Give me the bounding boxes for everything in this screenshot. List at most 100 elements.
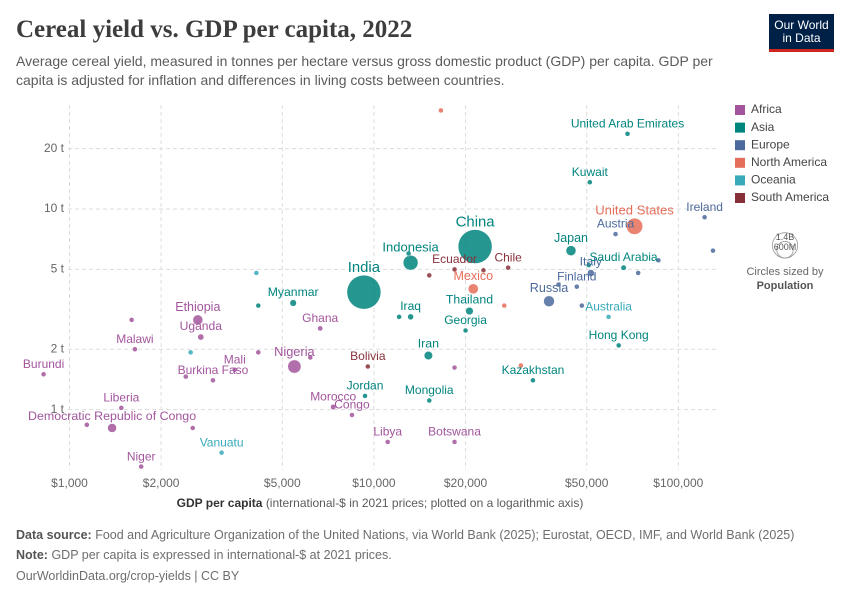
data-point [187, 349, 194, 356]
data-point [565, 245, 577, 256]
data-point [255, 349, 262, 356]
data-point [189, 425, 196, 431]
x-tick-label: $20,000 [444, 476, 488, 490]
data-point [574, 283, 580, 290]
point-label: Iraq [400, 299, 421, 313]
data-point [402, 254, 419, 271]
legend-label: South America [751, 190, 829, 204]
data-point [626, 217, 644, 235]
point-label: Congo [334, 398, 370, 412]
size-legend-title: Circles sized by [746, 266, 824, 278]
point-label: Malawi [116, 332, 153, 346]
point-label: Mali [224, 352, 246, 366]
point-label: Ecuador [432, 252, 477, 266]
x-axis-title: GDP per capita [176, 496, 263, 510]
data-point [107, 423, 117, 433]
size-legend-label: 600M [774, 242, 797, 252]
source-label: Data source: [16, 528, 92, 542]
legend-swatch [735, 105, 745, 115]
y-tick-label: 1 t [51, 402, 65, 416]
data-point [620, 264, 627, 271]
x-tick-label: $50,000 [565, 476, 609, 490]
point-label: Ireland [686, 200, 723, 214]
data-point [218, 449, 225, 456]
point-label: Liberia [103, 391, 139, 405]
point-label: Indonesia [382, 240, 439, 255]
data-point [586, 262, 592, 268]
note-label: Note: [16, 548, 48, 562]
point-label: Japan [554, 231, 588, 245]
point-label: Kuwait [572, 165, 609, 179]
logo[interactable]: Our World in Data [769, 14, 834, 52]
data-point [710, 247, 716, 254]
y-tick-label: 5 t [51, 262, 65, 276]
data-point [451, 439, 458, 445]
data-point [587, 269, 595, 277]
data-point [349, 412, 355, 418]
data-point [255, 302, 262, 309]
data-point [192, 314, 204, 326]
size-legend-variable: Population [757, 280, 814, 292]
legend-label: Europe [751, 137, 790, 151]
data-point [615, 342, 622, 349]
point-label: India [348, 260, 381, 276]
data-point [462, 327, 469, 334]
data-point [465, 306, 474, 316]
data-point [40, 371, 47, 378]
x-tick-label: $5,000 [264, 476, 301, 490]
point-label: China [456, 214, 496, 230]
point-label: Hong Kong [589, 328, 649, 342]
data-point [346, 274, 382, 310]
legend-swatch [735, 140, 745, 151]
legend-label: Oceania [751, 173, 796, 187]
data-point [396, 314, 402, 320]
point-label: Thailand [446, 292, 493, 306]
note: Note: GDP per capita is expressed in int… [16, 548, 392, 562]
data-point [426, 272, 433, 279]
data-point [407, 313, 414, 321]
data-point [362, 393, 368, 399]
point-label: Saudi Arabia [590, 250, 658, 264]
source: Data source: Food and Agriculture Organi… [16, 528, 794, 542]
data-point [128, 317, 135, 323]
data-point [426, 397, 433, 404]
size-legend-circle [776, 241, 794, 259]
data-point [197, 333, 205, 341]
data-point [330, 404, 337, 411]
point-label: Uganda [180, 319, 223, 333]
point-label: Austria [597, 217, 635, 231]
point-label: Nigeria [274, 344, 315, 359]
point-label: Democratic Republic of Congo [28, 409, 196, 423]
point-label: Vanuatu [200, 435, 244, 449]
x-tick-label: $2,000 [143, 476, 180, 490]
logo-line: Our World [774, 18, 829, 32]
data-point [289, 299, 297, 307]
data-point [612, 231, 619, 237]
legend-label: North America [751, 155, 827, 169]
x-axis-label: GDP per capita (international-$ in 2021 … [0, 496, 760, 510]
legend-label: Africa [751, 102, 782, 116]
point-label: Mongolia [405, 383, 454, 397]
point-label: Kazakhstan [502, 363, 565, 377]
data-point [253, 270, 260, 276]
point-label: Italy [580, 255, 603, 269]
legend-label: Asia [751, 120, 775, 134]
point-label: Libya [373, 425, 402, 439]
data-point [183, 373, 189, 380]
legend-swatch [735, 175, 745, 186]
data-point [624, 131, 631, 137]
point-label: Botswana [428, 425, 481, 439]
data-point [118, 405, 125, 411]
data-point [451, 266, 458, 273]
point-label: Iran [418, 337, 439, 351]
point-label: Russia [530, 281, 569, 295]
data-point [138, 463, 144, 470]
url[interactable]: OurWorldinData.org/crop-yields | CC BY [16, 569, 240, 583]
data-point [555, 281, 562, 288]
point-label: Myanmar [268, 285, 319, 299]
note-text: GDP per capita is expressed in internati… [51, 548, 392, 562]
data-point [438, 107, 444, 114]
data-point [587, 179, 593, 185]
data-point [543, 295, 555, 307]
